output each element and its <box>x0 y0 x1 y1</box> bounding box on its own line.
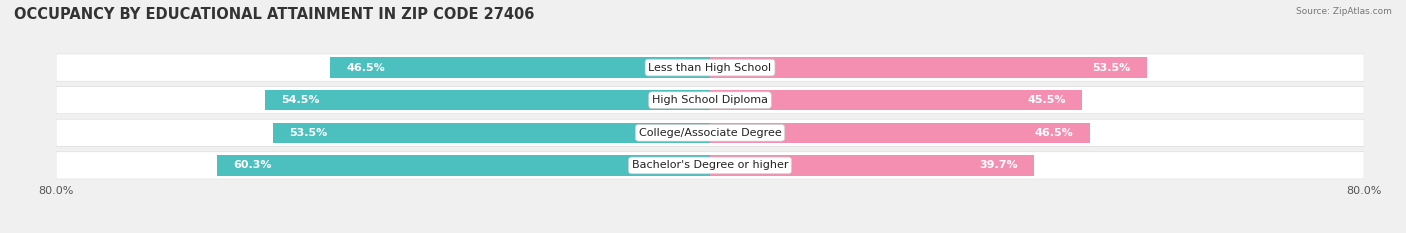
Legend: Owner-occupied, Renter-occupied: Owner-occupied, Renter-occupied <box>583 232 837 233</box>
FancyBboxPatch shape <box>56 120 1364 146</box>
Text: 53.5%: 53.5% <box>1092 63 1130 72</box>
Bar <box>330 58 710 78</box>
Text: 54.5%: 54.5% <box>281 95 319 105</box>
Text: 46.5%: 46.5% <box>1035 128 1074 138</box>
Text: Bachelor's Degree or higher: Bachelor's Degree or higher <box>631 161 789 170</box>
Text: Source: ZipAtlas.com: Source: ZipAtlas.com <box>1296 7 1392 16</box>
Text: High School Diploma: High School Diploma <box>652 95 768 105</box>
Bar <box>710 58 1147 78</box>
Bar <box>710 155 1035 175</box>
FancyBboxPatch shape <box>53 152 1367 179</box>
Text: 45.5%: 45.5% <box>1026 95 1066 105</box>
FancyBboxPatch shape <box>56 152 1364 179</box>
FancyBboxPatch shape <box>56 87 1364 113</box>
Bar <box>710 123 1090 143</box>
Text: Less than High School: Less than High School <box>648 63 772 72</box>
FancyBboxPatch shape <box>53 86 1367 114</box>
Text: College/Associate Degree: College/Associate Degree <box>638 128 782 138</box>
Bar <box>264 90 710 110</box>
FancyBboxPatch shape <box>56 54 1364 81</box>
Bar <box>273 123 710 143</box>
Bar <box>218 155 710 175</box>
Text: 39.7%: 39.7% <box>980 161 1018 170</box>
Text: 53.5%: 53.5% <box>290 128 328 138</box>
Text: 46.5%: 46.5% <box>346 63 385 72</box>
Text: 60.3%: 60.3% <box>233 161 273 170</box>
Bar <box>710 90 1081 110</box>
FancyBboxPatch shape <box>53 54 1367 81</box>
Text: OCCUPANCY BY EDUCATIONAL ATTAINMENT IN ZIP CODE 27406: OCCUPANCY BY EDUCATIONAL ATTAINMENT IN Z… <box>14 7 534 22</box>
FancyBboxPatch shape <box>53 119 1367 147</box>
